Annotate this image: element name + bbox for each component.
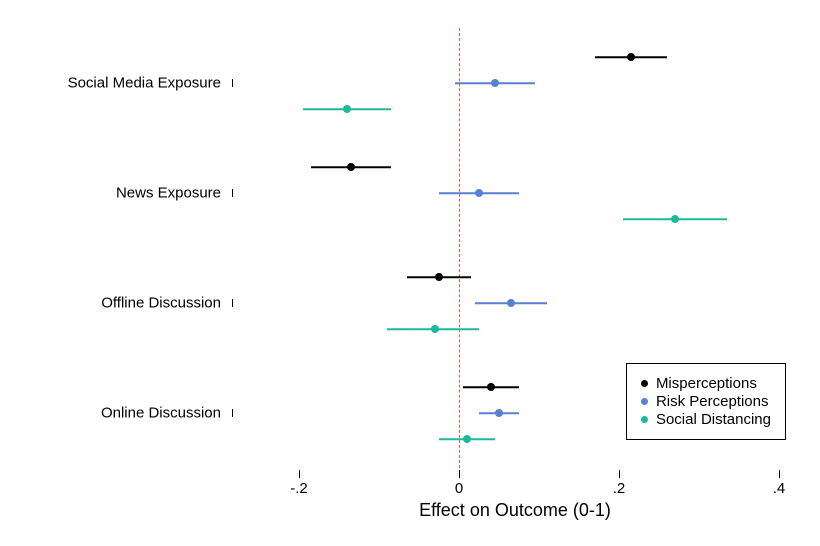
legend: MisperceptionsRisk PerceptionsSocial Dis…: [626, 363, 786, 440]
estimate-point: [495, 409, 503, 417]
y-tick-label: Offline Discussion: [101, 295, 221, 312]
x-tick-label: 0: [455, 480, 463, 497]
estimate-point: [463, 435, 471, 443]
estimate-point: [487, 383, 495, 391]
x-tick-label: .4: [773, 480, 786, 497]
x-tick-mark: [779, 470, 780, 478]
y-tick-mark: [232, 409, 233, 417]
x-tick-mark: [299, 470, 300, 478]
legend-item: Misperceptions: [641, 375, 771, 392]
y-tick-mark: [232, 299, 233, 307]
y-tick-label: News Exposure: [116, 185, 221, 202]
estimate-point: [671, 215, 679, 223]
y-tick-label: Online Discussion: [101, 405, 221, 422]
legend-marker-icon: [641, 398, 648, 405]
legend-item: Social Distancing: [641, 411, 771, 428]
legend-label: Social Distancing: [656, 411, 771, 428]
estimate-point: [491, 79, 499, 87]
reference-line: [459, 28, 460, 468]
y-tick-label: Social Media Exposure: [68, 75, 221, 92]
estimate-point: [507, 299, 515, 307]
legend-marker-icon: [641, 380, 648, 387]
estimate-point: [627, 53, 635, 61]
x-axis-title: Effect on Outcome (0-1): [419, 500, 611, 521]
legend-marker-icon: [641, 416, 648, 423]
legend-label: Risk Perceptions: [656, 393, 769, 410]
y-tick-mark: [232, 189, 233, 197]
x-tick-label: -.2: [290, 480, 308, 497]
estimate-point: [475, 189, 483, 197]
estimate-point: [347, 163, 355, 171]
x-tick-mark: [619, 470, 620, 478]
estimate-point: [435, 273, 443, 281]
x-tick-mark: [459, 470, 460, 478]
x-tick-label: .2: [613, 480, 626, 497]
coefficient-plot: Social Media Exposure News Exposure Offlin…: [0, 0, 820, 546]
legend-item: Risk Perceptions: [641, 393, 771, 410]
estimate-point: [343, 105, 351, 113]
legend-label: Misperceptions: [656, 375, 757, 392]
y-tick-mark: [232, 79, 233, 87]
estimate-point: [431, 325, 439, 333]
